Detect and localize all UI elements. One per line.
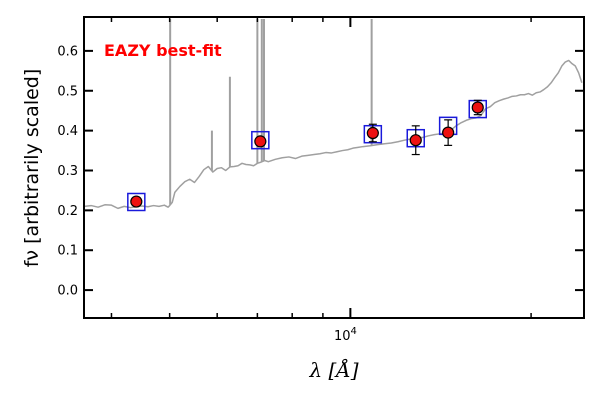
observed-flux-point-0 <box>130 195 143 208</box>
plot-frame <box>83 16 585 319</box>
x-tick-label-exponent: 4 <box>351 326 357 337</box>
observed-flux-point-1 <box>254 135 267 148</box>
chart-annotation: EAZY best-fit <box>104 41 222 60</box>
y-tick-label-6: 0.6 <box>57 44 78 59</box>
x-tick-label-10000: 104 <box>334 326 357 344</box>
observed-flux-point-4 <box>442 126 455 139</box>
observed-flux-point-5 <box>471 101 484 114</box>
x-axis-label: λ [Å] <box>308 357 358 382</box>
observed-flux-point-2 <box>366 126 379 140</box>
model-flux-box-1 <box>251 130 270 150</box>
y-tick-label-0: 0.0 <box>57 284 78 299</box>
observed-flux-point-3 <box>409 134 422 147</box>
y-tick-labels: 0.0 0.1 0.2 0.3 0.4 0.5 0.6 <box>57 44 78 298</box>
y-tick-label-1: 0.1 <box>57 244 78 259</box>
y-tick-label-2: 0.2 <box>57 204 78 219</box>
y-tick-label-5: 0.5 <box>57 84 78 99</box>
plot-area <box>84 18 583 212</box>
model-spectrum-line <box>84 59 583 210</box>
model-flux-box-0 <box>127 192 146 212</box>
y-tick-label-4: 0.4 <box>57 124 78 139</box>
y-axis-label: fν [arbitrarily scaled] <box>21 69 43 268</box>
x-tick-label-base: 10 <box>334 329 351 344</box>
y-tick-label-3: 0.3 <box>57 164 78 179</box>
